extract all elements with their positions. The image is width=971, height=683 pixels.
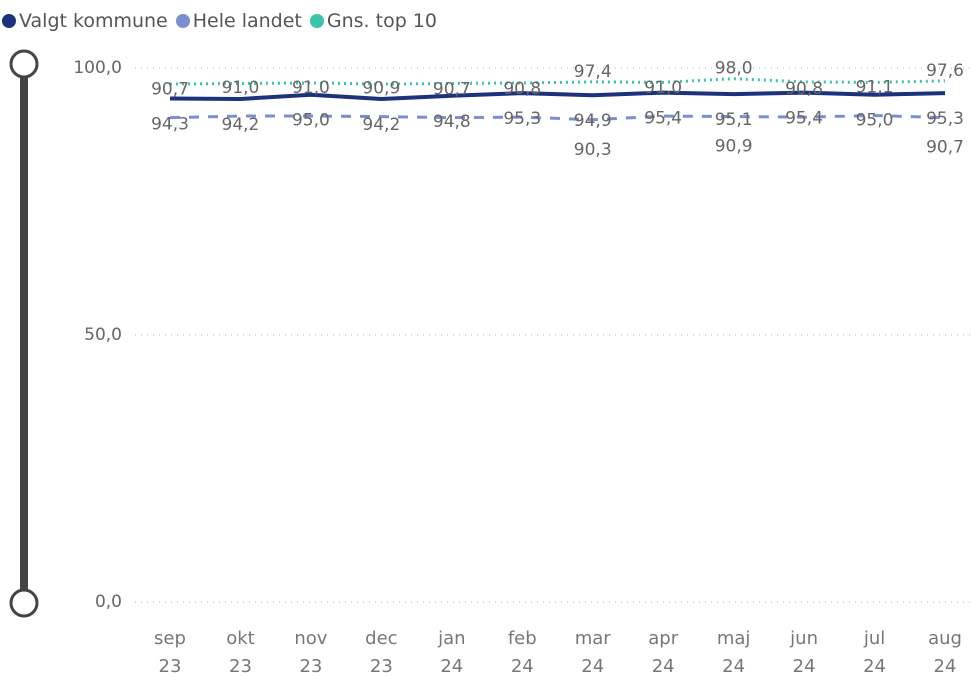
series-line	[169, 114, 946, 122]
legend: Valgt kommune Hele landet Gns. top 10	[2, 10, 437, 32]
x-tick-label: sep 23	[154, 628, 186, 677]
data-label: 91,0	[644, 78, 682, 98]
x-tick-label: okt 23	[226, 628, 255, 677]
data-label: 90,8	[785, 79, 823, 99]
x-tick-label: jun 24	[790, 628, 818, 677]
data-label: 91,0	[292, 78, 330, 98]
y-tick-label: 0,0	[95, 592, 122, 612]
data-label: 95,4	[785, 109, 823, 129]
data-label: 95,1	[715, 110, 753, 130]
legend-dot	[2, 14, 16, 28]
x-tick-label: feb 24	[507, 628, 537, 677]
x-tick-label: apr 24	[648, 628, 679, 677]
legend-item: Valgt kommune	[2, 10, 168, 32]
x-tick-label: nov 23	[294, 628, 328, 677]
legend-label: Hele landet	[192, 10, 302, 32]
y-tick-label: 100,0	[73, 58, 122, 78]
data-label: 98,0	[715, 59, 753, 79]
slider-handle[interactable]	[9, 49, 39, 79]
data-label: 90,9	[362, 79, 400, 99]
series-line	[169, 77, 946, 86]
data-label: 90,7	[926, 138, 964, 158]
data-label: 91,1	[856, 78, 894, 98]
data-label: 90,9	[715, 137, 753, 157]
data-label: 94,2	[362, 115, 400, 135]
data-label: 94,8	[433, 112, 471, 132]
x-tick-label: mar 24	[574, 628, 611, 677]
data-label: 94,3	[151, 114, 189, 134]
data-label: 95,3	[926, 109, 964, 129]
data-label: 90,3	[574, 140, 612, 160]
data-label: 90,7	[433, 80, 471, 100]
legend-item: Hele landet	[175, 10, 302, 32]
data-label: 95,3	[503, 109, 541, 129]
slider-track	[20, 66, 28, 604]
legend-label: Valgt kommune	[19, 10, 168, 32]
x-tick-label: dec 23	[365, 628, 398, 677]
x-tick-label: maj 24	[716, 628, 751, 677]
data-label: 91,0	[222, 78, 260, 98]
data-label: 95,0	[292, 111, 330, 131]
data-label: 97,4	[574, 62, 612, 82]
legend-dot	[309, 14, 324, 28]
legend-dot	[175, 14, 190, 28]
data-label: 90,7	[151, 80, 189, 100]
y-tick-label: 50,0	[84, 325, 122, 345]
x-tick-label: aug 24	[928, 628, 962, 677]
data-label: 94,2	[222, 115, 260, 135]
legend-label: Gns. top 10	[326, 10, 437, 32]
data-label: 90,8	[503, 79, 541, 99]
legend-item: Gns. top 10	[309, 10, 437, 32]
data-label: 94,9	[574, 111, 612, 131]
data-label: 95,4	[644, 109, 682, 129]
data-label: 97,6	[926, 61, 964, 81]
x-tick-label: jul 24	[863, 628, 886, 677]
series-line	[169, 90, 946, 101]
data-label: 95,0	[856, 111, 894, 131]
slider-handle[interactable]	[9, 588, 39, 618]
x-tick-label: jan 24	[438, 628, 466, 677]
